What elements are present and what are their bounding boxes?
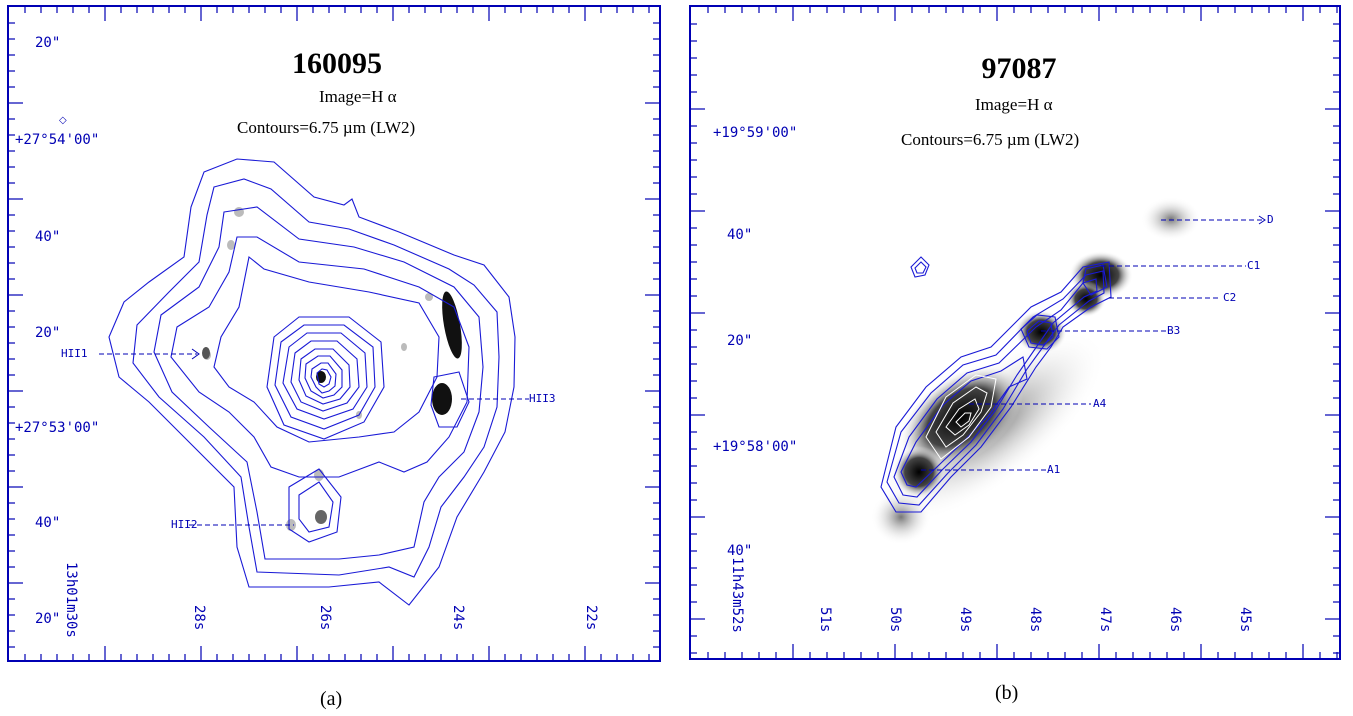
ra-label: 13h01m30s: [63, 562, 79, 638]
ra-label: 22s: [583, 605, 599, 631]
region-label-d: D: [1267, 213, 1274, 226]
ra-label: 49s: [957, 607, 973, 633]
panel-a-plot: [9, 7, 659, 660]
panel-b-image-label: Image=H α: [975, 95, 1053, 114]
region-label-a1: A1: [1047, 463, 1061, 476]
halpha-knots-a: [202, 291, 462, 524]
ra-label: 26s: [317, 605, 333, 631]
dec-label: 40": [35, 515, 61, 531]
dec-label: +19°59'00": [713, 125, 798, 141]
panel-b-title: 97087: [981, 52, 1057, 85]
region-label-b3: B3: [1167, 324, 1181, 337]
panel-b-frame: 97087 Image=H α Contours=6.75 µm (LW2) +…: [689, 5, 1341, 660]
contours-b: [880, 256, 1112, 513]
ra-label: 51s: [817, 607, 833, 633]
region-label-a4: A4: [1093, 397, 1107, 410]
contours-a: [108, 158, 516, 606]
dec-label: +19°58'00": [713, 439, 798, 455]
ra-label: 46s: [1167, 607, 1183, 633]
region-label-c1: C1: [1247, 259, 1261, 272]
dec-label: +27°53'00": [15, 420, 100, 436]
ra-label: 45s: [1237, 607, 1253, 633]
panel-b-contours-label: Contours=6.75 µm (LW2): [901, 130, 1080, 149]
dec-label: 20": [35, 611, 61, 627]
panel-a-frame: 160095 Image=H α Contours=6.75 µm (LW2) …: [7, 5, 661, 662]
panel-a-image-label: Image=H α: [319, 87, 397, 106]
caption-b: (b): [995, 682, 1019, 704]
region-label-hii2: HII2: [171, 518, 198, 531]
panel-a-contours-label: Contours=6.75 µm (LW2): [237, 118, 416, 137]
caption-a: (a): [320, 688, 343, 710]
dec-label: 40": [727, 543, 753, 559]
ra-label: 24s: [450, 605, 466, 631]
ra-label: 28s: [191, 605, 207, 631]
panel-b-plot: [691, 7, 1339, 658]
dec-label: +27°54'00": [15, 132, 100, 148]
dec-label: 20": [727, 333, 753, 349]
dec-label: 40": [35, 229, 61, 245]
region-label-hii3: HII3: [529, 392, 556, 405]
marker-icon: ◇: [59, 115, 67, 126]
dec-label: 40": [727, 227, 753, 243]
region-pointers-a: [99, 353, 529, 526]
ra-label: 48s: [1027, 607, 1043, 633]
ra-label: 11h43m52s: [729, 557, 745, 633]
dec-label: 20": [35, 35, 61, 51]
contours-b-inner: [925, 374, 997, 460]
ra-label: 47s: [1097, 607, 1113, 633]
region-label-hii1: HII1: [61, 347, 88, 360]
dec-label: 20": [35, 325, 61, 341]
panel-a-title: 160095: [292, 47, 382, 80]
ra-label: 50s: [887, 607, 903, 633]
region-label-c2: C2: [1223, 291, 1237, 304]
region-pointers-b: [921, 219, 1263, 471]
